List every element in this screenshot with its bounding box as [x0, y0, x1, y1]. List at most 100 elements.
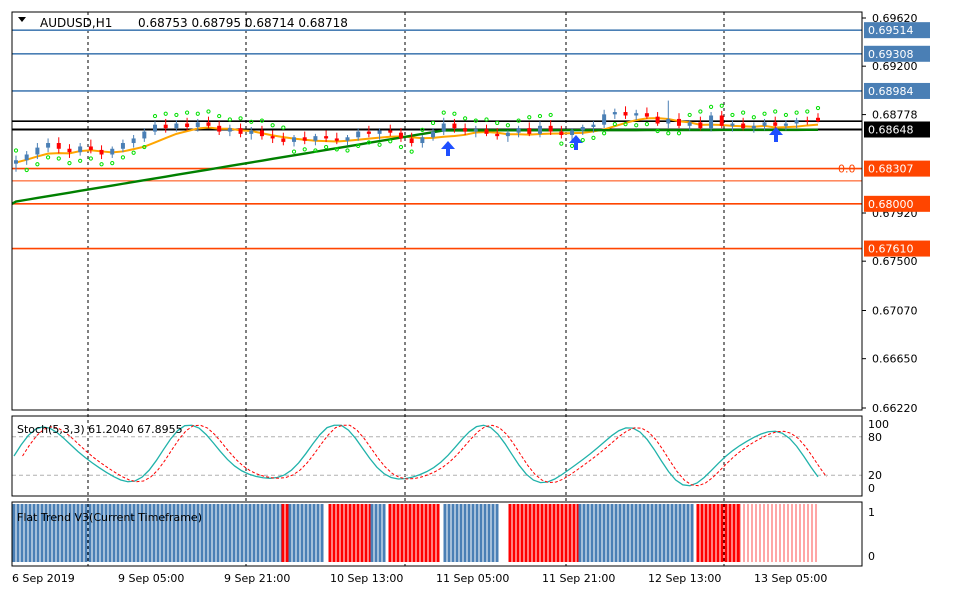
candle: [313, 133, 318, 146]
candle: [730, 120, 735, 132]
time-tick-label: 12 Sep 13:00: [648, 572, 721, 585]
caret-down-icon[interactable]: [18, 17, 26, 22]
candle: [46, 138, 51, 153]
candle: [24, 151, 29, 165]
chart-header[interactable]: AUDUSD,H1 0.68753 0.68795 0.68714 0.6871…: [18, 16, 348, 30]
sar-dot: [249, 119, 254, 124]
candle: [324, 130, 329, 142]
price-level-tag: [864, 82, 930, 99]
sar-dot: [708, 104, 714, 109]
candle: [805, 116, 810, 125]
flat-trend-panel: [12, 504, 817, 562]
sar-dot: [281, 125, 286, 130]
sar-dot: [612, 122, 617, 127]
sar-dot: [120, 155, 126, 160]
candle: [174, 120, 179, 132]
candle: [249, 126, 254, 140]
candle: [548, 120, 553, 135]
candle: [153, 121, 158, 135]
candle: [495, 128, 500, 140]
candle: [78, 143, 83, 156]
candle: [687, 120, 692, 131]
price-level-tag: [864, 22, 930, 39]
flat-tick-label: 1: [868, 506, 875, 519]
candle: [527, 122, 532, 137]
sar-dot: [676, 131, 682, 136]
sar-dot: [805, 109, 810, 114]
candle: [516, 125, 521, 138]
sar-dot: [227, 117, 232, 122]
candle: [623, 106, 628, 119]
candle: [142, 128, 147, 142]
sar-dot: [430, 120, 436, 126]
candle: [773, 116, 778, 129]
sar-dot: [110, 161, 115, 166]
candle: [420, 135, 425, 148]
candle: [537, 121, 542, 138]
time-tick-label: 9 Sep 05:00: [118, 572, 184, 585]
sar-dot: [505, 123, 510, 128]
sar-dot: [420, 127, 425, 132]
sar-dot: [302, 147, 307, 152]
stoch-tick-label: 20: [868, 469, 882, 482]
price-level-tag: [864, 45, 930, 62]
candle: [666, 100, 671, 129]
candle: [655, 112, 660, 126]
sar-dot: [762, 111, 767, 116]
candle: [719, 110, 724, 129]
sar-dot: [527, 115, 532, 120]
candle: [762, 118, 767, 131]
candle: [56, 137, 61, 154]
price-tick-label: 0.69620: [872, 12, 918, 25]
sar-dot: [623, 122, 628, 127]
candle: [591, 121, 596, 133]
candle: [88, 139, 93, 154]
ma-fast-line: [15, 117, 819, 164]
candle: [741, 117, 746, 131]
sar-dot: [719, 103, 724, 108]
sar-dot: [484, 117, 489, 122]
time-tick-label: 11 Sep 05:00: [436, 572, 509, 585]
sar-dot: [217, 113, 222, 119]
sar-dot: [463, 116, 468, 121]
sar-dot: [99, 162, 104, 167]
time-tick-label: 10 Sep 13:00: [330, 572, 403, 585]
candle: [644, 107, 649, 119]
candle: [334, 132, 339, 145]
time-axis: 6 Sep 2019 9 Sep 05:00 9 Sep 21:00 10 Sep 1…: [12, 572, 827, 585]
sar-dot: [174, 112, 179, 118]
candle: [398, 128, 403, 142]
candle: [409, 132, 414, 147]
sar-dot: [67, 161, 72, 166]
candle: [217, 121, 222, 135]
candle: [259, 125, 264, 140]
panel-frame: [11, 415, 863, 497]
sar-dot: [56, 156, 61, 161]
candle: [281, 132, 286, 146]
sar-dot: [291, 149, 297, 154]
time-tick-label: 11 Sep 21:00: [542, 572, 615, 585]
flat-tick-label: 0: [868, 550, 875, 563]
price-level-value: 0.69308: [868, 48, 914, 61]
sar-dot: [334, 147, 339, 152]
candle: [302, 131, 307, 145]
price-level-value: 0.69514: [868, 24, 914, 37]
sar-dot: [815, 105, 821, 111]
sar-dot: [163, 111, 168, 116]
sar-dot: [131, 150, 136, 155]
sar-dot: [591, 135, 596, 140]
sar-dot: [35, 162, 40, 167]
price-axis: 0.696200.692000.687780.679200.675000.670…: [862, 12, 930, 563]
candle: [110, 146, 115, 158]
sar-dot: [473, 118, 478, 123]
candle: [783, 120, 788, 131]
candle: [185, 117, 190, 131]
stochastic-panel: [12, 424, 862, 487]
candle: [238, 123, 243, 138]
stoch-main-line: [13, 424, 819, 487]
sar-dot: [548, 112, 553, 118]
candle: [206, 116, 211, 129]
candle: [580, 124, 585, 135]
